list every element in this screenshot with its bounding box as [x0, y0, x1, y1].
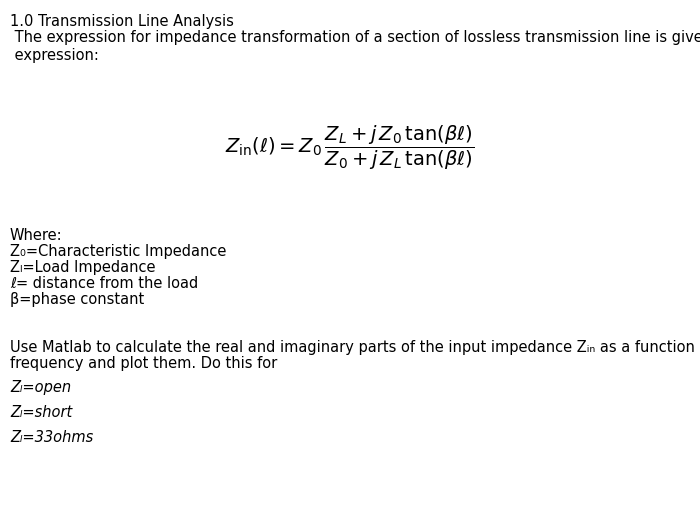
- Text: Where:: Where:: [10, 228, 62, 243]
- Text: 1.0 Transmission Line Analysis: 1.0 Transmission Line Analysis: [10, 14, 234, 29]
- Text: expression:: expression:: [10, 48, 99, 63]
- Text: ℓ= distance from the load: ℓ= distance from the load: [10, 276, 198, 291]
- Text: The expression for impedance transformation of a section of lossless transmissio: The expression for impedance transformat…: [10, 30, 700, 45]
- Text: Use Matlab to calculate the real and imaginary parts of the input impedance Zᵢₙ : Use Matlab to calculate the real and ima…: [10, 340, 700, 355]
- Text: frequency and plot them. Do this for: frequency and plot them. Do this for: [10, 356, 277, 371]
- Text: $Z_{\mathrm{in}}(\ell) = Z_0\,\dfrac{Z_L + j\,Z_0\,\tan(\beta\ell)}{Z_0 + j\,Z_L: $Z_{\mathrm{in}}(\ell) = Z_0\,\dfrac{Z_L…: [225, 124, 475, 172]
- Text: Zₗ=Load Impedance: Zₗ=Load Impedance: [10, 260, 155, 275]
- Text: Zₗ=33ohms: Zₗ=33ohms: [10, 430, 93, 445]
- Text: β=phase constant: β=phase constant: [10, 292, 144, 307]
- Text: Z₀=Characteristic Impedance: Z₀=Characteristic Impedance: [10, 244, 226, 259]
- Text: Zₗ=short: Zₗ=short: [10, 405, 72, 420]
- Text: Zₗ=open: Zₗ=open: [10, 380, 71, 395]
